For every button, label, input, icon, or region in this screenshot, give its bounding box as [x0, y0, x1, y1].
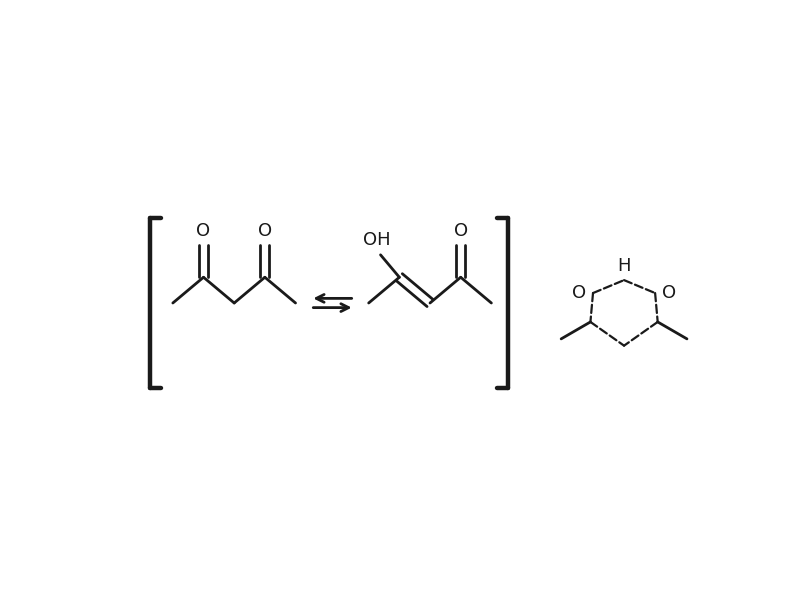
Text: O: O	[258, 221, 272, 239]
Text: O: O	[197, 221, 210, 239]
Text: O: O	[454, 221, 468, 239]
Text: O: O	[662, 284, 676, 302]
Text: OH: OH	[363, 230, 390, 248]
Text: O: O	[572, 284, 586, 302]
Text: H: H	[618, 257, 631, 275]
